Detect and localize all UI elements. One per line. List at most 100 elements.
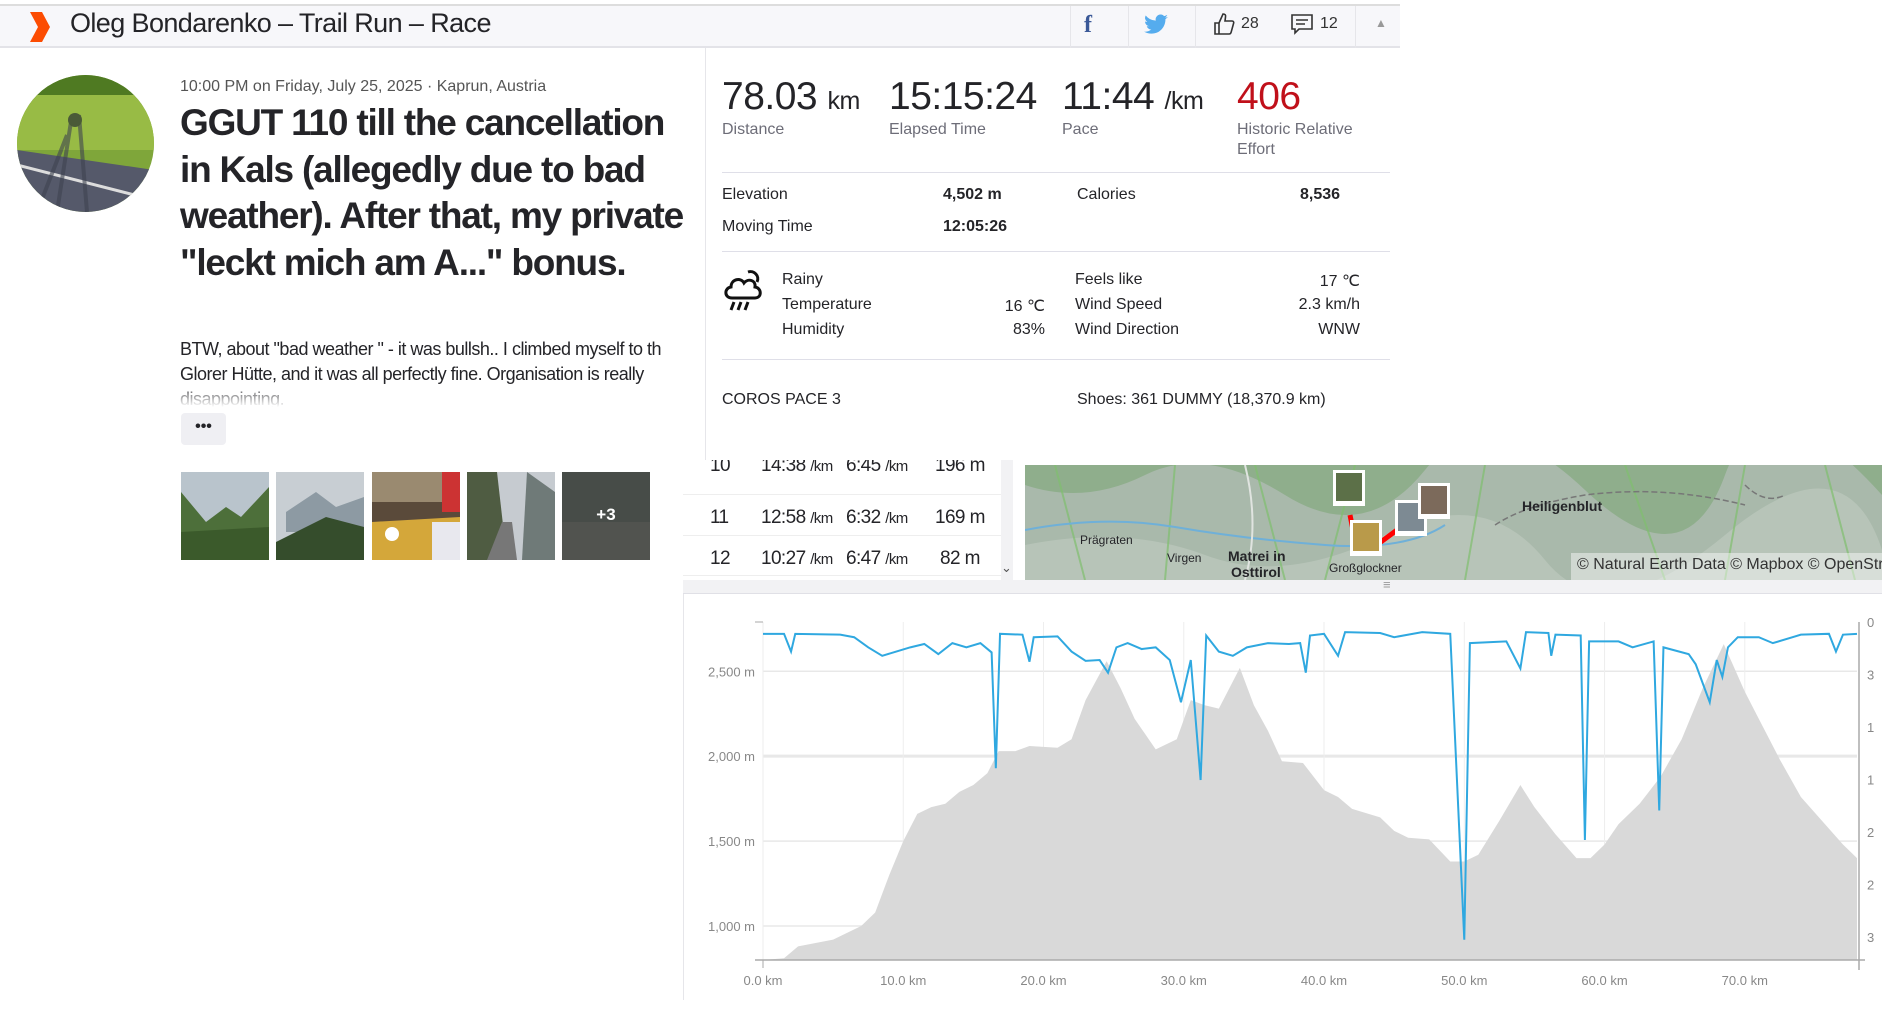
right-axis-tick-label: 1 xyxy=(1867,773,1874,788)
elevation-pace-chart[interactable]: 2,500 m 2,000 m 1,500 m 1,000 m 0.0 km 10.0 k… xyxy=(683,594,1882,1000)
strava-logo-icon[interactable] xyxy=(28,12,54,42)
x-tick-label: 50.0 km xyxy=(1441,973,1487,988)
split-pace: 14:38 xyxy=(761,460,806,476)
table-row: 12 10:27 /km 6:47 /km 82 m xyxy=(683,536,1003,576)
map-terrain xyxy=(1025,465,1882,580)
unit: /km xyxy=(810,460,833,475)
photo-marker xyxy=(1350,520,1382,556)
facebook-icon: f xyxy=(1084,12,1092,38)
shoes-info[interactable]: Shoes: 361 DUMMY (18,370.9 km) xyxy=(1077,391,1326,408)
activity-header: Oleg Bondarenko – Trail Run – Race f 28 … xyxy=(0,4,1400,48)
avatar-photo xyxy=(17,75,154,212)
unit: /km xyxy=(810,510,833,527)
page-title: Oleg Bondarenko – Trail Run – Race xyxy=(70,8,491,38)
activity-title: GGUT 110 till the cancellation in Kals (… xyxy=(180,102,684,283)
stat-pace-label: Pace xyxy=(1062,121,1099,138)
split-pace: 10:27 xyxy=(761,548,806,569)
table-row: 11 12:58 /km 6:32 /km 169 m xyxy=(683,496,1003,536)
temperature-value: 16 ℃ xyxy=(1004,298,1045,315)
share-facebook-button[interactable]: f xyxy=(1084,12,1092,39)
wind-speed-label: Wind Speed xyxy=(1075,296,1163,313)
stat-elapsed-label: Elapsed Time xyxy=(889,121,986,138)
comment-icon xyxy=(1291,14,1313,35)
map-label: Virgen xyxy=(1167,551,1202,565)
splits-table[interactable]: 10 14:38 /km 6:45 /km 196 m 11 12:58 /km… xyxy=(683,460,1013,580)
photo-thumbnail-more[interactable]: +3 xyxy=(562,472,650,560)
right-axis-tick-label: 0 xyxy=(1867,615,1874,630)
map-label: Osttirol xyxy=(1231,564,1281,580)
stat-effort-value[interactable]: 406 xyxy=(1237,75,1301,118)
thumbs-up-icon xyxy=(1214,13,1235,35)
right-axis-tick-label: 2 xyxy=(1867,878,1874,893)
photo-thumbnail[interactable] xyxy=(181,472,269,560)
pace-line xyxy=(763,631,1858,940)
elevation-area xyxy=(763,644,1857,960)
distance-unit: km xyxy=(827,87,860,115)
route-map[interactable]: Prägraten Virgen Matrei in Osttirol Groß… xyxy=(1025,465,1882,580)
split-km: 10 xyxy=(710,460,731,476)
divider xyxy=(722,251,1390,252)
more-button[interactable]: ••• xyxy=(181,413,226,445)
split-km: 11 xyxy=(710,507,729,528)
humidity-value: 83% xyxy=(1012,321,1045,338)
calories-value: 8,536 xyxy=(1300,186,1341,203)
comments-button[interactable]: 12 xyxy=(1290,12,1338,36)
x-tick-label: 70.0 km xyxy=(1722,973,1768,988)
share-twitter-button[interactable] xyxy=(1143,14,1169,36)
map-attribution[interactable]: © Natural Earth Data © Mapbox © OpenStre… xyxy=(1571,553,1882,580)
y-tick-label: 2,000 m xyxy=(708,749,755,764)
x-tick-label: 30.0 km xyxy=(1161,973,1207,988)
scroll-down-chevron-icon[interactable]: ⌄ xyxy=(1001,560,1012,575)
map-label: Matrei in xyxy=(1228,548,1286,564)
resize-handle[interactable]: ≡ xyxy=(683,577,1882,594)
pace-unit: /km xyxy=(1164,87,1204,115)
moving-time-label: Moving Time xyxy=(722,218,813,235)
wind-direction-value: WNW xyxy=(1318,321,1360,338)
elevation-value: 4,502 m xyxy=(943,186,1002,203)
x-tick-label: 60.0 km xyxy=(1581,973,1627,988)
table-row: 10 14:38 /km 6:45 /km 196 m xyxy=(683,460,1003,495)
map-label: Großglockner xyxy=(1329,561,1402,575)
stat-distance-label: Distance xyxy=(722,121,785,138)
stat-elapsed-value: 15:15:24 xyxy=(889,75,1037,118)
distance-value: 78.03 xyxy=(722,75,818,118)
split-km: 12 xyxy=(710,548,731,569)
humidity-label: Humidity xyxy=(782,321,845,338)
split-elevation: 169 m xyxy=(935,507,985,528)
photo-marker xyxy=(1333,470,1365,506)
athlete-avatar[interactable] xyxy=(17,75,154,212)
photo-thumbnail[interactable] xyxy=(372,472,460,560)
kudos-count: 28 xyxy=(1241,15,1259,32)
stat-effort-label: Historic Relative Effort xyxy=(1237,121,1353,158)
splits-scrollbar[interactable] xyxy=(1001,460,1013,580)
comments-count: 12 xyxy=(1320,15,1338,32)
map-label: Heiligenblut xyxy=(1522,498,1603,514)
x-tick-label: 0.0 km xyxy=(743,973,782,988)
feels-like-label: Feels like xyxy=(1075,271,1143,288)
moving-time-value: 12:05:26 xyxy=(943,218,1008,235)
x-tick-label: 40.0 km xyxy=(1301,973,1347,988)
wind-speed-value: 2.3 km/h xyxy=(1298,296,1360,313)
calories-label: Calories xyxy=(1077,186,1136,203)
right-axis-tick-label: 3 xyxy=(1867,930,1874,945)
drag-handle-icon[interactable]: ≡ xyxy=(1383,577,1391,592)
pace-value: 11:44 xyxy=(1062,75,1155,118)
divider xyxy=(722,172,1390,173)
unit: /km xyxy=(885,460,908,475)
unit: /km xyxy=(885,510,908,527)
kudos-button[interactable]: 28 xyxy=(1213,12,1259,36)
split-gap: 6:32 xyxy=(846,507,881,528)
activity-meta: 10:00 PM on Friday, July 25, 2025 · Kapr… xyxy=(180,78,547,95)
collapse-caret-icon[interactable]: ▲ xyxy=(1375,16,1387,30)
photo-thumbnail[interactable] xyxy=(276,472,364,560)
photo-thumbnail[interactable] xyxy=(467,472,555,560)
stat-distance-value: 78.03 km xyxy=(722,75,860,119)
temperature-label: Temperature xyxy=(782,296,872,313)
chart-svg: 2,500 m 2,000 m 1,500 m 1,000 m 0.0 km 10.0 k… xyxy=(708,615,1874,988)
right-axis-tick-label: 2 xyxy=(1867,825,1874,840)
right-axis-tick-label: 1 xyxy=(1867,720,1874,735)
photos-more-count: +3 xyxy=(596,505,616,524)
stat-pace-value: 11:44 /km xyxy=(1062,75,1204,119)
split-elevation: 82 m xyxy=(940,548,980,569)
feels-like-value: 17 ℃ xyxy=(1319,273,1360,290)
